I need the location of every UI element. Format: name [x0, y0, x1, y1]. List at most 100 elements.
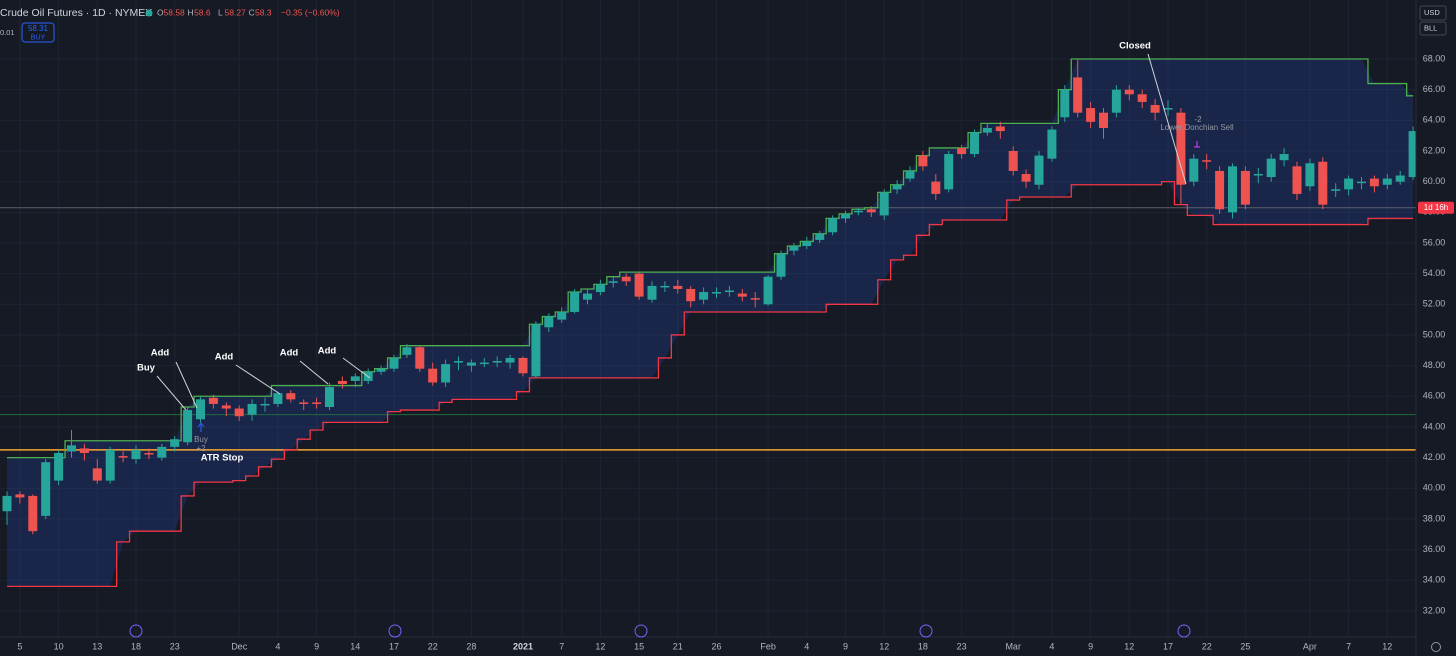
candle-body: [1176, 112, 1186, 185]
candle-body: [402, 347, 412, 355]
candle-body: [234, 408, 244, 417]
candle-body: [970, 132, 979, 155]
candle-body: [1305, 163, 1315, 187]
x-tick-label: 15: [634, 641, 644, 651]
session-icon[interactable]: [129, 624, 143, 638]
x-tick-label: 12: [1124, 641, 1134, 651]
y-tick-label: 40.00: [1423, 483, 1446, 493]
candle-body: [750, 298, 760, 300]
annotation-lines: [156, 53, 1187, 411]
y-tick-label: 66.00: [1423, 84, 1446, 94]
settings-icon[interactable]: [1431, 642, 1441, 652]
candle-body: [170, 439, 180, 447]
candle-body: [1021, 173, 1031, 182]
plot-area: [0, 58, 1416, 588]
session-icon[interactable]: [634, 624, 648, 638]
candle-body: [67, 445, 76, 452]
candle-body: [28, 495, 38, 532]
candle-body: [389, 357, 399, 369]
candle-body: [982, 128, 992, 133]
session-icon[interactable]: [388, 624, 402, 638]
candle-body: [1382, 178, 1392, 185]
candle-body: [2, 495, 12, 512]
status-dot: [145, 9, 153, 17]
candle-body: [183, 410, 193, 443]
x-tick-label: 17: [389, 641, 399, 651]
buy-label[interactable]: BUY: [31, 34, 46, 41]
unit[interactable]: BLL: [1424, 23, 1437, 32]
x-tick-label: 21: [673, 641, 683, 651]
chart-title: Crude Oil Futures · 1D · NYMEX: [0, 7, 152, 19]
candle-body: [647, 285, 657, 300]
legend-key: H: [188, 7, 194, 17]
candle-body: [1099, 112, 1108, 129]
x-tick-label: 18: [131, 641, 141, 651]
candle-body: [686, 288, 696, 302]
annotation: ATR Stop: [201, 453, 244, 464]
candle-body: [350, 376, 360, 381]
candle-body: [15, 494, 25, 498]
candle-body: [724, 290, 734, 293]
candle-body: [879, 192, 889, 216]
candle-body: [1279, 154, 1289, 161]
y-tick-label: 52.00: [1423, 299, 1446, 309]
unit-box[interactable]: [1419, 21, 1447, 36]
x-tick-label: 14: [350, 641, 360, 651]
candle-body: [1215, 170, 1225, 210]
candle-body: [763, 276, 773, 305]
channel-fill: [7, 59, 1414, 587]
currency[interactable]: USD: [1424, 8, 1440, 17]
candle-body: [41, 462, 51, 516]
candle-body: [1344, 178, 1354, 190]
session-icons[interactable]: [129, 624, 1191, 638]
x-tick-label: 28: [466, 641, 476, 651]
candle-body: [1137, 94, 1147, 102]
candle-body: [273, 393, 283, 404]
y-tick-label: 32.00: [1423, 605, 1446, 615]
annotation: Add: [151, 348, 170, 359]
y-tick-label: 54.00: [1423, 268, 1446, 278]
candle-body: [815, 233, 825, 240]
y-tick-label: 44.00: [1423, 421, 1446, 431]
session-icon[interactable]: [1177, 624, 1191, 638]
candle-body: [118, 456, 128, 458]
candle-body: [634, 273, 644, 297]
x-tick-label: 5: [17, 641, 22, 651]
x-tick-label: 4: [1049, 641, 1054, 651]
legend-change: −0.35 (−0.60%): [281, 7, 340, 17]
candle-body: [828, 218, 838, 233]
candle-body: [918, 155, 928, 167]
x-tick-label: 25: [1240, 641, 1250, 651]
candle-body: [208, 397, 218, 404]
candle-body: [221, 405, 231, 409]
candle-body: [325, 387, 334, 408]
lower-band-line: [7, 181, 1414, 588]
annotation: -2: [1194, 115, 1202, 124]
currency-box[interactable]: [1419, 5, 1447, 21]
x-tick-label: Mar: [1005, 641, 1021, 651]
buy-price[interactable]: 58.31: [28, 24, 49, 33]
session-icon[interactable]: [919, 624, 933, 638]
candle-body: [905, 170, 915, 179]
x-tick-label: 2021: [513, 641, 533, 651]
candle-body: [1073, 77, 1083, 113]
x-tick-label: 12: [1382, 641, 1392, 651]
legend-key: L: [218, 7, 223, 17]
x-tick-label: 10: [54, 641, 64, 651]
y-tick-label: 56.00: [1423, 237, 1446, 247]
x-tick-label: Feb: [760, 641, 776, 651]
candle-body: [853, 210, 863, 213]
candle-body: [802, 241, 812, 247]
candle-body: [454, 361, 463, 363]
candle-body: [337, 380, 347, 385]
candle-body: [1357, 181, 1366, 184]
candle-body: [1395, 175, 1405, 182]
x-tick-label: 4: [275, 641, 280, 651]
annotation-line: [156, 375, 187, 411]
candle-body: [312, 402, 322, 404]
annotation: Buy: [194, 435, 208, 444]
candle-body: [131, 449, 141, 460]
buy-button[interactable]: [21, 22, 55, 43]
